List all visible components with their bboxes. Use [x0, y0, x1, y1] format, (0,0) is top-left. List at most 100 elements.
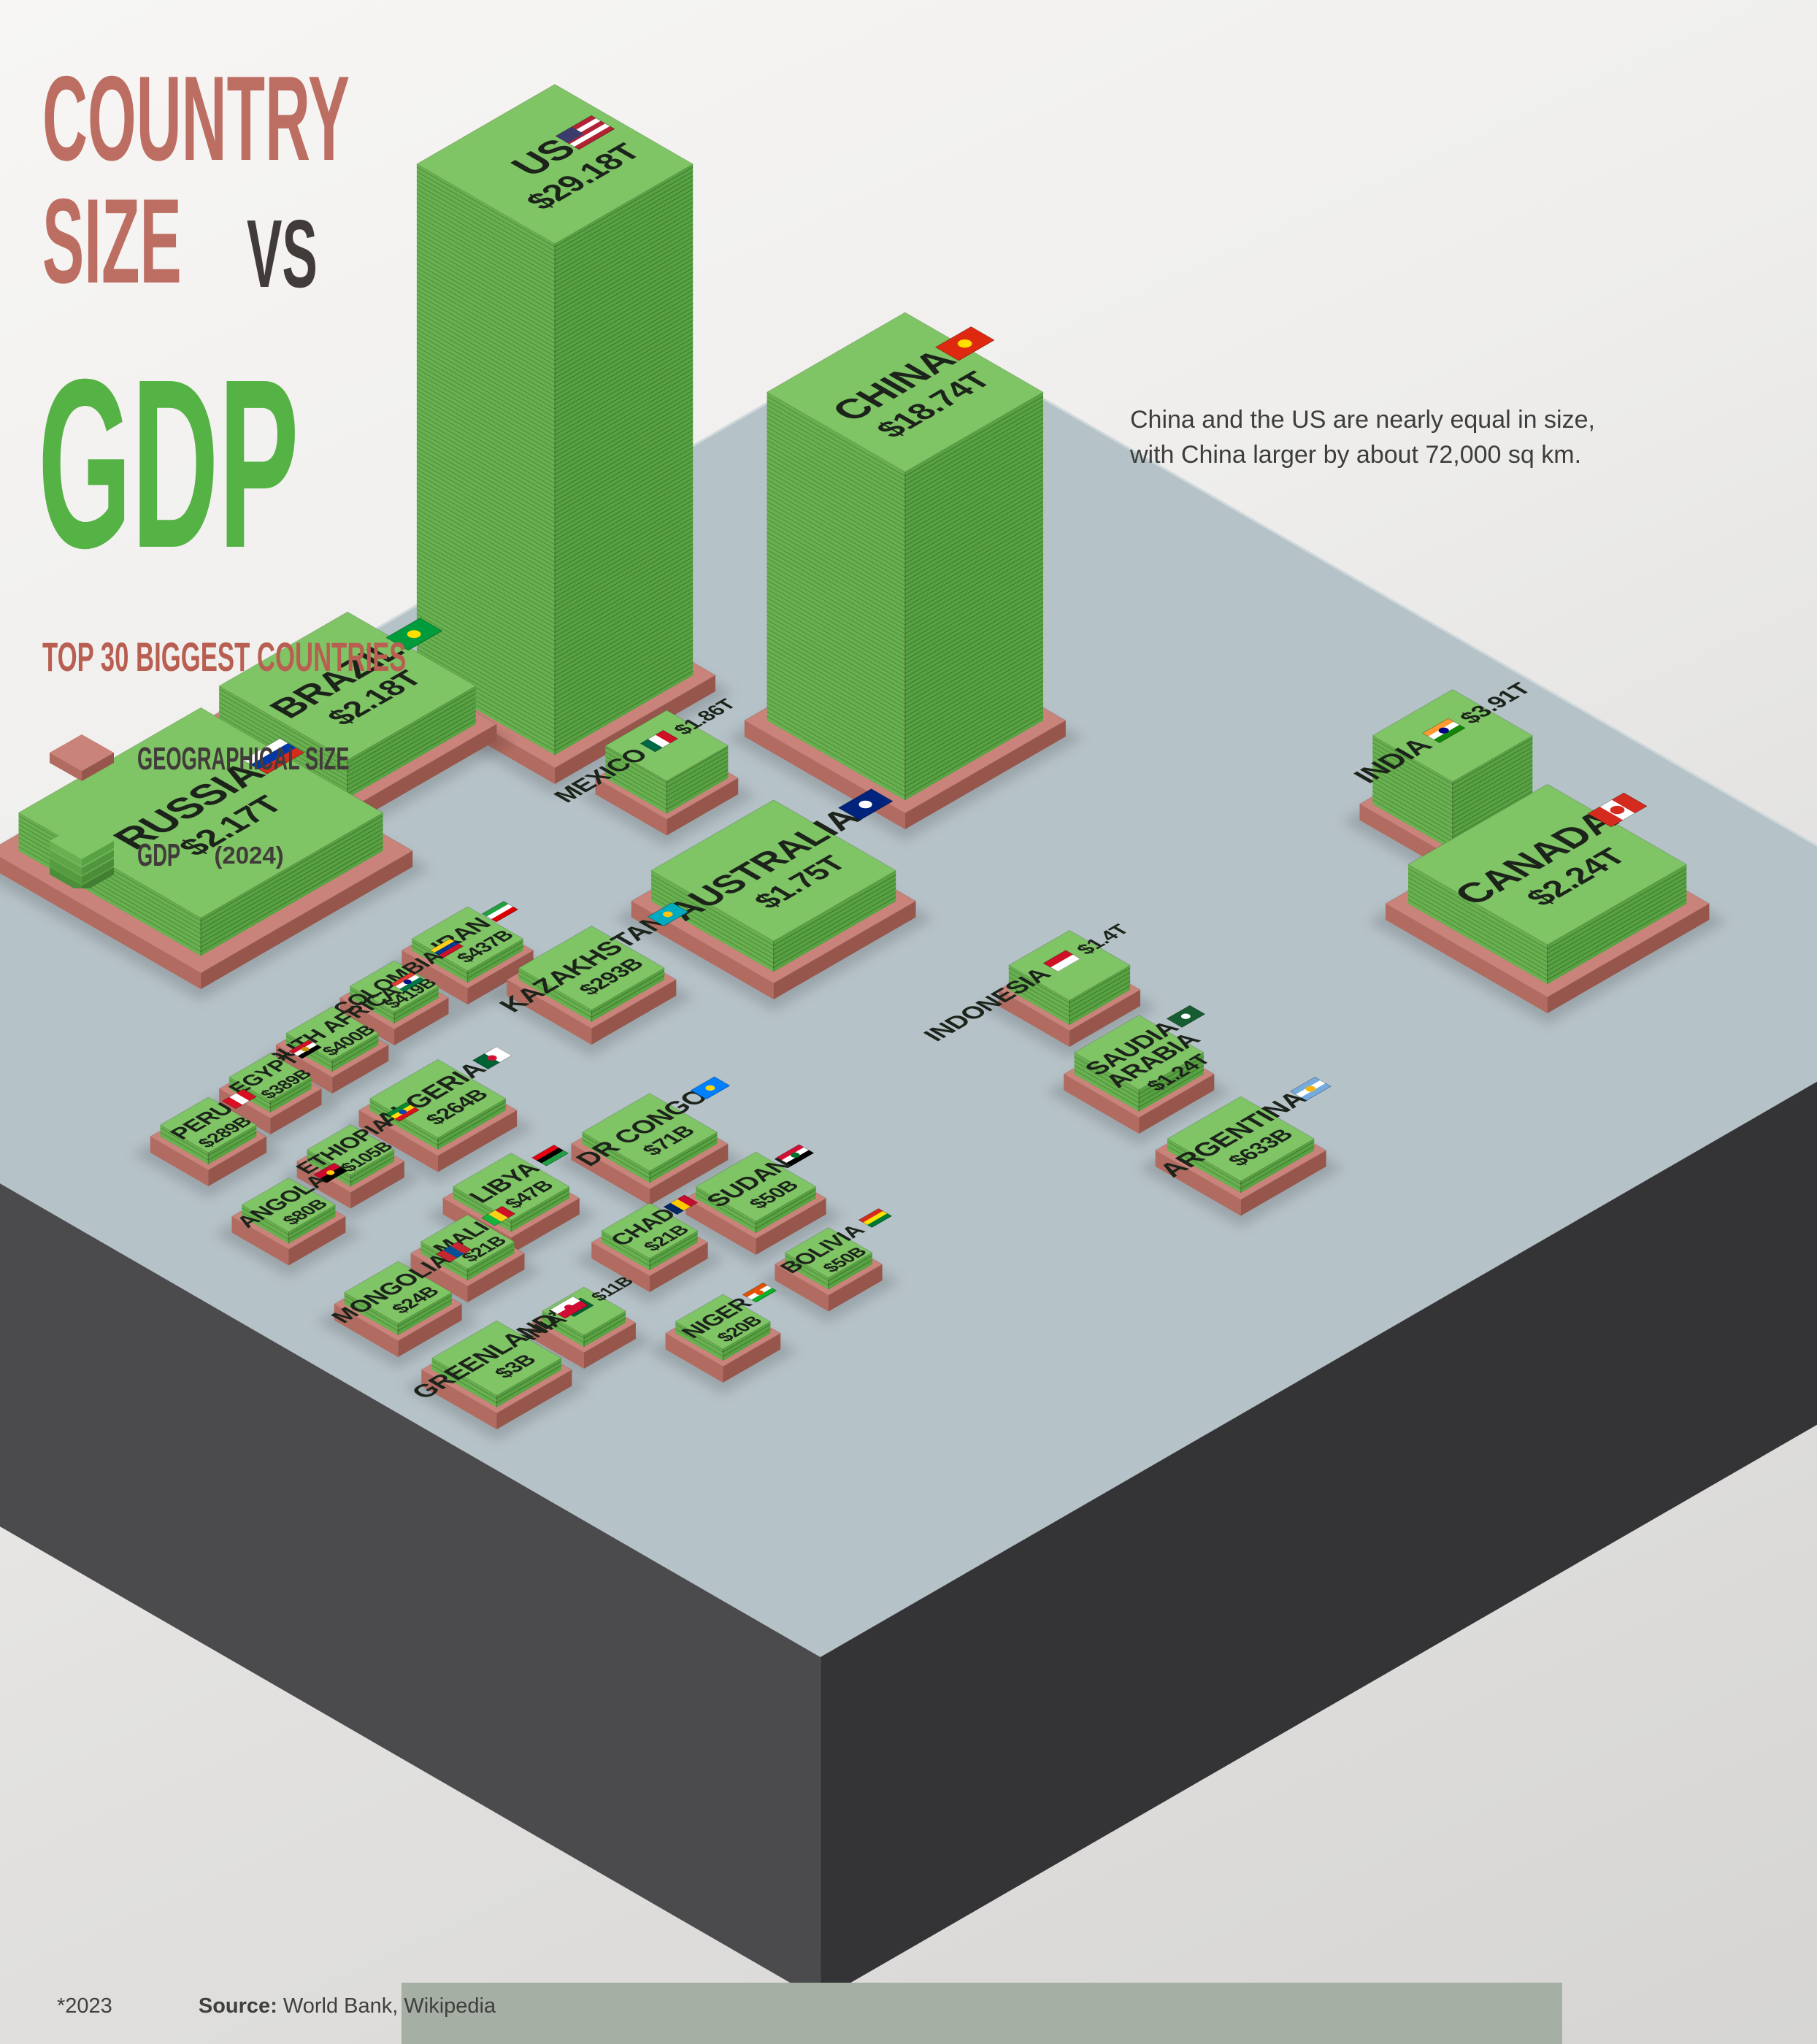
stack-layers-right [773, 875, 896, 968]
stack-layers-right [331, 1036, 379, 1068]
base-left-face [1386, 904, 1548, 1013]
stack-left-face [602, 1231, 650, 1270]
stack-right-face [1069, 965, 1131, 1025]
stack-left-face [1372, 735, 1453, 850]
green-stack-icon [45, 818, 118, 893]
title-gdp: GDP [38, 328, 299, 598]
flag-icon [480, 1205, 516, 1226]
stack-layers-right [583, 1313, 626, 1343]
stack-layers-right [1547, 868, 1687, 980]
stack-left-face [431, 1358, 497, 1407]
stack-layers-right [649, 1134, 718, 1179]
country-block-mongolia: MONGOLIA$24B [316, 1241, 480, 1369]
stack-layers-left [1407, 868, 1548, 980]
base-left-face [685, 1198, 756, 1255]
legend-row-geographical-size: GEOGRAPHICAL SIZE [45, 730, 556, 788]
base-left-face [591, 1242, 650, 1292]
base-right-face [350, 1161, 404, 1209]
stack-layers-right [667, 747, 729, 810]
base-right-face [394, 998, 449, 1045]
flag-icon [555, 115, 615, 150]
stack-right-face [467, 1242, 515, 1280]
annotation-china-us: China and the US are nearly equal in siz… [1130, 403, 1729, 472]
title-country: COUNTRY [42, 51, 350, 185]
stack-layers-right [649, 1233, 698, 1267]
stack-layers-left [416, 166, 556, 751]
stack-left-face [242, 1204, 289, 1244]
stack-layers-right [347, 688, 476, 794]
base-right-face [347, 724, 497, 826]
base-right-face [1069, 990, 1140, 1047]
stack-layers-left [242, 1207, 289, 1240]
country-block-china: CHINA$18.74T [726, 312, 1083, 841]
flag-icon [385, 1102, 420, 1122]
stack-right-face [555, 164, 694, 756]
stack-top-face [159, 1096, 258, 1153]
base-left-face [276, 1045, 333, 1094]
stack-top-face [369, 1058, 507, 1139]
title-vs: VS [247, 200, 318, 307]
stack-top-face [306, 1123, 396, 1176]
stack-top-face [1167, 1096, 1315, 1182]
flag-icon [647, 902, 689, 926]
stack-top-face [1007, 929, 1132, 1001]
stack-top-face [601, 1202, 699, 1259]
base-right-face [591, 980, 677, 1045]
stack-left-face [675, 1321, 723, 1361]
base-right-face [201, 850, 413, 989]
stack-right-face [208, 1125, 257, 1164]
platform-bottom-band [402, 1983, 1562, 2044]
stack-left-face [412, 939, 468, 983]
stack-layers-left [369, 1101, 439, 1146]
stack-layers-left [1372, 738, 1453, 847]
stack-right-face [467, 939, 523, 983]
base-right-face [467, 950, 534, 1004]
stack-top-face [349, 960, 439, 1013]
stack-layers-left [344, 1295, 399, 1332]
stack-left-face [767, 392, 905, 801]
stack-layers-right [1240, 1141, 1315, 1189]
base-left-face [150, 1137, 209, 1186]
base-right-face [583, 1323, 636, 1369]
base-right-face [398, 1304, 462, 1357]
stack-layers-left [1074, 1056, 1140, 1108]
stack-layers-left [650, 875, 774, 968]
stack-layers-right [723, 1324, 771, 1357]
flag-icon [1422, 718, 1466, 743]
base-left-face [665, 1333, 723, 1383]
flag-icon [288, 1040, 323, 1059]
stack-left-face [416, 164, 555, 756]
stack-left-face [582, 1132, 650, 1183]
base-left-face [402, 950, 468, 1004]
annotation-line2: with China larger by about 72,000 sq km. [1130, 440, 1582, 469]
flag-icon [690, 1076, 731, 1100]
stack-layers-left [160, 1127, 209, 1161]
base-right-face [288, 1216, 346, 1266]
country-block-chad: CHAD$21B [574, 1194, 726, 1304]
source-label: Source: [198, 1994, 277, 2018]
stack-top-face [581, 1093, 718, 1172]
stack-left-face [369, 1099, 438, 1150]
stack-left-face [605, 745, 667, 814]
stack-right-face [904, 392, 1043, 801]
stack-right-face [583, 1311, 626, 1347]
flag-icon [663, 1194, 699, 1215]
stack-left-face [542, 1311, 584, 1347]
base-right-face [649, 1242, 708, 1292]
flag-icon [435, 1241, 472, 1263]
stack-top-face [218, 611, 477, 761]
stack-top-face [604, 710, 729, 782]
stack-left-face [1167, 1139, 1241, 1193]
stack-right-face [1452, 735, 1533, 850]
stack-layers-right [393, 988, 439, 1020]
base-right-face [1547, 904, 1710, 1013]
flag-icon [1289, 1077, 1332, 1101]
base-left-face [631, 901, 774, 999]
flag-icon [472, 1046, 512, 1070]
base-right-face [332, 1045, 389, 1094]
stack-layers-right [554, 166, 694, 751]
stack-layers-right [511, 1189, 570, 1228]
flag-icon [385, 618, 443, 651]
stack-layers-right [828, 1255, 873, 1286]
